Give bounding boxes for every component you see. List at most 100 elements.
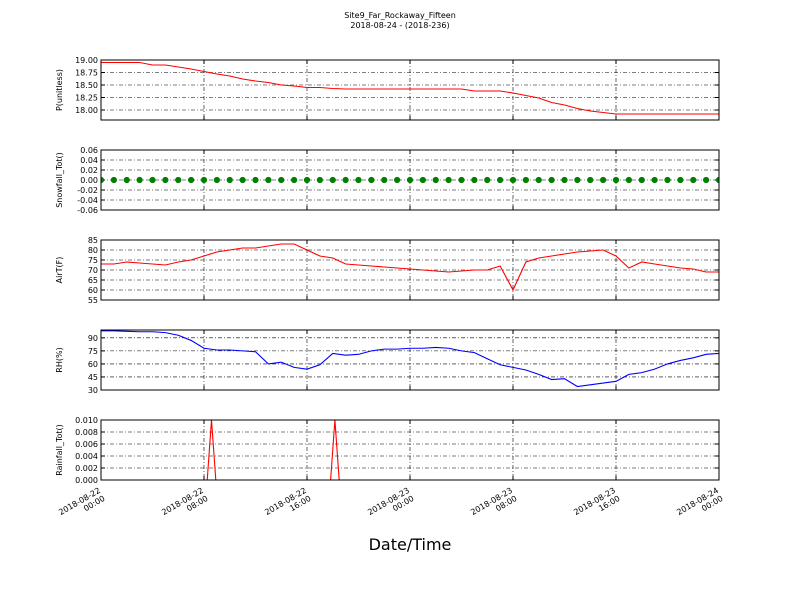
marker bbox=[587, 176, 594, 184]
y-tick-label: -0.02 bbox=[77, 186, 98, 195]
chart-title: Site9_Far_Rockaway_Fifteen bbox=[344, 11, 456, 20]
marker bbox=[561, 176, 568, 184]
y-tick-label: 0.02 bbox=[80, 166, 98, 175]
y-axis-label: Rainfall_Tot() bbox=[55, 424, 64, 476]
marker bbox=[329, 176, 336, 184]
marker bbox=[522, 176, 529, 184]
y-axis-label: P(unitless) bbox=[55, 69, 64, 111]
axes-frame bbox=[100, 419, 720, 481]
marker bbox=[471, 176, 478, 184]
marker bbox=[703, 176, 710, 184]
data-line bbox=[101, 330, 719, 388]
marker bbox=[535, 176, 542, 184]
y-tick-label: 75 bbox=[88, 256, 98, 265]
marker bbox=[509, 176, 517, 184]
y-tick-label: -0.04 bbox=[77, 196, 98, 205]
y-tick-label: 0.004 bbox=[75, 452, 98, 461]
marker bbox=[458, 176, 465, 184]
y-tick-label: 80 bbox=[88, 246, 98, 255]
y-tick-label: 55 bbox=[88, 296, 98, 305]
plot-area bbox=[101, 176, 719, 184]
marker bbox=[316, 176, 323, 184]
marker bbox=[355, 176, 362, 184]
y-tick-label: 18.75 bbox=[75, 69, 98, 78]
marker bbox=[175, 176, 182, 184]
y-tick-label: 18.25 bbox=[75, 94, 98, 103]
marker bbox=[149, 176, 156, 184]
y-axis-label: Snowfall_Tot() bbox=[55, 152, 64, 208]
y-tick-label: 30 bbox=[88, 386, 98, 395]
y-tick-label: 65 bbox=[88, 276, 98, 285]
marker bbox=[200, 176, 208, 184]
marker bbox=[368, 176, 375, 184]
plot-area bbox=[101, 330, 719, 388]
marker bbox=[445, 176, 452, 184]
marker bbox=[497, 176, 504, 184]
y-tick-label: 45 bbox=[88, 373, 98, 382]
marker bbox=[162, 176, 169, 184]
y-tick-label: 0.06 bbox=[80, 146, 98, 155]
data-line bbox=[101, 243, 719, 292]
marker bbox=[226, 176, 233, 184]
marker bbox=[677, 176, 684, 184]
marker bbox=[548, 176, 555, 184]
marker bbox=[625, 176, 632, 184]
marker bbox=[303, 176, 311, 184]
marker bbox=[188, 176, 195, 184]
marker bbox=[664, 176, 671, 184]
axes-frame bbox=[100, 149, 720, 211]
marker bbox=[110, 176, 117, 184]
axes-frame bbox=[100, 59, 720, 121]
marker bbox=[638, 176, 645, 184]
marker bbox=[715, 176, 719, 184]
y-tick-label: 0.008 bbox=[75, 428, 98, 437]
marker bbox=[419, 176, 426, 184]
y-tick-label: 90 bbox=[88, 334, 98, 343]
marker bbox=[123, 176, 130, 184]
y-tick-label: 18.00 bbox=[75, 106, 98, 115]
chart-subtitle: 2018-08-24 - (2018-236) bbox=[350, 21, 449, 30]
y-tick-label: 60 bbox=[88, 360, 98, 369]
y-tick-label: 0.000 bbox=[75, 476, 98, 485]
marker bbox=[651, 176, 658, 184]
y-tick-label: 60 bbox=[88, 286, 98, 295]
marker bbox=[406, 176, 414, 184]
y-tick-label: 0.002 bbox=[75, 464, 98, 473]
marker bbox=[342, 176, 349, 184]
y-tick-label: 85 bbox=[88, 236, 98, 245]
axes-frame bbox=[100, 239, 720, 301]
marker bbox=[239, 176, 246, 184]
marker bbox=[252, 176, 259, 184]
marker bbox=[394, 176, 401, 184]
marker bbox=[484, 176, 491, 184]
data-line bbox=[101, 420, 719, 480]
y-tick-label: 70 bbox=[88, 266, 98, 275]
plot-area bbox=[101, 243, 719, 292]
marker bbox=[136, 176, 143, 184]
y-tick-label: 0.006 bbox=[75, 440, 98, 449]
y-tick-label: 75 bbox=[88, 347, 98, 356]
y-axis-label: RH(%) bbox=[55, 347, 64, 372]
marker bbox=[574, 176, 581, 184]
marker bbox=[690, 176, 697, 184]
x-axis-label: Date/Time bbox=[369, 535, 452, 554]
y-axis-label: AirT(F) bbox=[55, 257, 64, 284]
marker bbox=[213, 176, 220, 184]
axes-frame bbox=[100, 329, 720, 391]
marker bbox=[612, 176, 620, 184]
marker bbox=[381, 176, 388, 184]
marker bbox=[278, 176, 285, 184]
y-tick-label: 19.00 bbox=[75, 56, 98, 65]
marker bbox=[291, 176, 298, 184]
data-line bbox=[101, 61, 719, 115]
plot-area bbox=[101, 420, 719, 480]
marker bbox=[265, 176, 272, 184]
marker bbox=[600, 176, 607, 184]
y-tick-label: 0.00 bbox=[80, 176, 98, 185]
y-tick-label: 0.010 bbox=[75, 416, 98, 425]
marker bbox=[432, 176, 439, 184]
y-tick-label: -0.06 bbox=[77, 206, 98, 215]
y-tick-label: 18.50 bbox=[75, 81, 98, 90]
y-tick-label: 0.04 bbox=[80, 156, 98, 165]
plot-area bbox=[101, 61, 719, 115]
